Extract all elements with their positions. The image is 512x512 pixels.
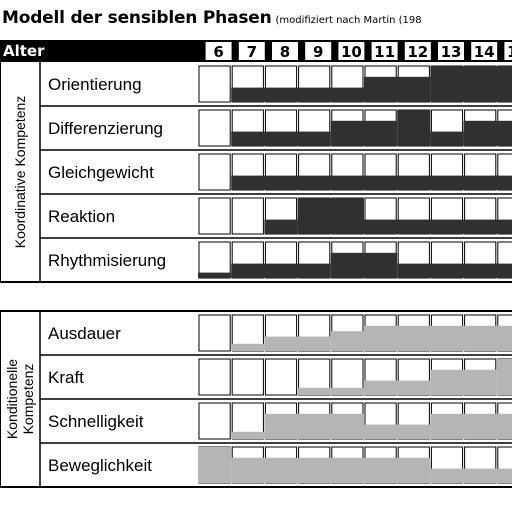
- row-label: Kraft: [48, 368, 84, 387]
- row-label: Rhythmisierung: [48, 251, 166, 270]
- row-label: Gleichgewicht: [48, 163, 154, 182]
- row-label: Schnelligkeit: [48, 412, 144, 431]
- grid-cell: [198, 109, 231, 147]
- phase-bar-segment: [364, 424, 431, 439]
- grid-cell: [198, 153, 231, 191]
- age-tick-label: 7: [247, 43, 257, 61]
- age-tick-label: 11: [374, 43, 395, 61]
- phase-bar-segment: [364, 380, 431, 395]
- age-header-label: Alter: [3, 42, 45, 60]
- group-name-label: Konditionelle: [4, 359, 20, 439]
- phase-bar-segment: [264, 219, 298, 234]
- phase-bar-segment: [330, 331, 364, 351]
- age-tick-box: [305, 42, 332, 60]
- age-tick-box: [438, 42, 464, 60]
- grid-cell: [198, 197, 231, 235]
- chart-title: Modell der sensiblen Phasen (modifiziert …: [2, 8, 422, 28]
- age-tick-label: 6: [213, 43, 223, 61]
- phase-bar-segment: [231, 457, 431, 483]
- row-label: Orientierung: [48, 75, 142, 94]
- grid-cell: [198, 402, 231, 440]
- phase-bar-segment: [397, 263, 512, 278]
- group-name-label: Kompetenz: [20, 364, 36, 435]
- phase-bar-segment: [430, 66, 512, 102]
- age-tick-label: 15: [507, 43, 512, 61]
- phase-bar-segment: [397, 110, 431, 146]
- phase-bar-segment: [297, 387, 364, 395]
- phase-bar-segment: [330, 120, 398, 146]
- age-tick-box: [272, 42, 298, 60]
- phase-bar-segment: [364, 219, 512, 234]
- phase-bar-segment: [430, 413, 512, 439]
- age-tick-label: 12: [407, 43, 428, 61]
- phase-bar-segment: [198, 272, 232, 278]
- phase-bar-segment: [430, 468, 512, 483]
- phase-bar-segment: [463, 120, 512, 146]
- grid-cell: [198, 241, 231, 279]
- phase-bar-segment: [430, 131, 464, 146]
- phase-bar-segment: [231, 175, 512, 190]
- phase-bar-segment: [231, 263, 331, 278]
- age-tick-label: 10: [341, 43, 362, 61]
- chart-title-main: Modell der sensiblen Phasen: [2, 8, 272, 28]
- age-tick-box: [404, 42, 431, 60]
- row-label: Reaktion: [48, 207, 115, 226]
- row-label: Differenzierung: [48, 119, 163, 138]
- grid-cell: [231, 358, 264, 396]
- grid-cell: [231, 197, 264, 235]
- phase-bar-segment: [198, 447, 232, 483]
- age-tick-box: [205, 42, 232, 60]
- row-label: Ausdauer: [48, 324, 121, 343]
- age-tick-label: 14: [474, 43, 495, 61]
- age-tick-label: 9: [313, 43, 323, 61]
- phase-bar-segment: [364, 325, 512, 351]
- grid-cell: [198, 358, 231, 396]
- phase-bar-segment: [264, 413, 364, 439]
- phase-bar-segment: [430, 369, 497, 395]
- phase-bar-segment: [264, 336, 331, 351]
- age-tick-box: [371, 42, 398, 60]
- phase-bar-segment: [231, 431, 265, 439]
- age-tick-box: [338, 42, 365, 60]
- group-name-label: Koordinative Kompetenz: [12, 96, 28, 249]
- phase-bar-segment: [231, 343, 265, 351]
- row-label: Beweglichkeit: [48, 456, 152, 475]
- phase-bar-segment: [297, 198, 364, 234]
- chart-title-sub: (modifiziert nach Martin (198: [275, 15, 422, 26]
- grid-cell: [198, 65, 231, 103]
- age-tick-box: [504, 42, 512, 60]
- age-tick-label: 13: [441, 43, 462, 61]
- grid-cell: [264, 358, 298, 396]
- age-tick-label: 8: [280, 43, 290, 61]
- phase-bar-segment: [364, 76, 431, 102]
- phase-bar-segment: [330, 252, 398, 278]
- grid-cell: [198, 314, 231, 352]
- phase-bar-segment: [231, 87, 364, 102]
- age-tick-box: [238, 42, 265, 60]
- age-tick-box: [471, 42, 498, 60]
- phase-bar-segment: [231, 131, 331, 146]
- phase-bar-segment: [496, 359, 512, 395]
